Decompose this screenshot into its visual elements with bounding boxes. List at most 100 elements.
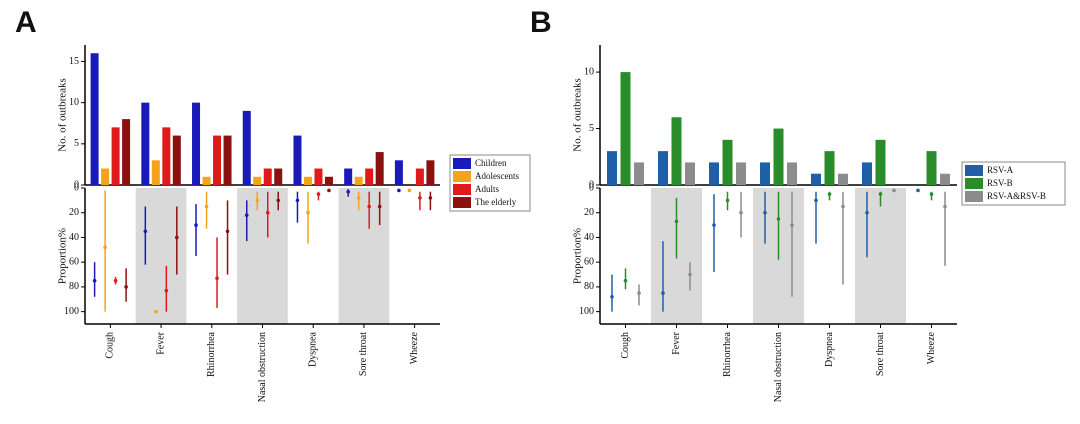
bar bbox=[122, 119, 131, 185]
x-tick-label: Nasal obstruction bbox=[257, 332, 268, 402]
mean-point bbox=[143, 229, 148, 234]
bar bbox=[242, 110, 251, 185]
legend-label: RSV-A bbox=[987, 165, 1014, 175]
mean-point bbox=[814, 198, 818, 203]
legend-swatch bbox=[453, 184, 471, 195]
mean-point bbox=[164, 288, 169, 293]
y-tick-label: 40 bbox=[584, 232, 594, 243]
bar bbox=[671, 117, 682, 185]
bar bbox=[394, 160, 403, 185]
mean-point bbox=[929, 192, 934, 196]
y-tick-label: 15 bbox=[69, 56, 79, 67]
bar bbox=[811, 173, 821, 185]
bar bbox=[838, 173, 848, 185]
y-tick-label: 100 bbox=[579, 306, 594, 317]
y-axis-label: Proportion% bbox=[57, 228, 69, 284]
x-tick-label: Sore throat bbox=[358, 332, 369, 376]
mean-point bbox=[327, 188, 331, 193]
bar bbox=[172, 135, 181, 185]
x-tick-label: Dyspnea bbox=[824, 331, 835, 367]
legend-label: The elderly bbox=[475, 197, 517, 207]
bar bbox=[192, 102, 201, 185]
mean-point bbox=[790, 223, 794, 227]
x-tick-label: Fever bbox=[671, 331, 682, 354]
y-axis-label: Proportion% bbox=[572, 228, 584, 284]
x-tick-label: Nasal obstruction bbox=[773, 332, 784, 402]
y-tick-label: 60 bbox=[69, 256, 79, 267]
mean-point bbox=[346, 189, 350, 194]
bar bbox=[760, 162, 770, 185]
bar bbox=[634, 162, 644, 185]
mean-point bbox=[204, 204, 209, 209]
mean-point bbox=[306, 210, 310, 215]
legend-label: Children bbox=[475, 158, 507, 168]
bar bbox=[202, 176, 211, 185]
mean-point bbox=[776, 217, 781, 221]
y-tick-label: 40 bbox=[69, 232, 79, 243]
legend-swatch bbox=[453, 171, 471, 182]
bar bbox=[787, 162, 797, 185]
bar bbox=[940, 173, 950, 185]
legend-label: Adolescents bbox=[475, 171, 519, 181]
mean-point bbox=[295, 198, 300, 203]
mean-point bbox=[215, 276, 219, 281]
bar bbox=[773, 128, 784, 185]
mean-point bbox=[892, 188, 896, 193]
legend-swatch bbox=[965, 191, 983, 202]
mean-point bbox=[739, 210, 743, 215]
y-tick-label: 10 bbox=[69, 97, 79, 108]
mean-point bbox=[367, 204, 371, 209]
y-tick-label: 5 bbox=[74, 138, 79, 149]
bar bbox=[151, 160, 160, 185]
mean-point bbox=[661, 291, 665, 295]
x-tick-label: Wheeze bbox=[926, 331, 937, 364]
panel-label: B bbox=[530, 6, 552, 39]
y-axis-label: No. of outbreaks bbox=[57, 78, 69, 152]
mean-point bbox=[637, 291, 641, 295]
mean-point bbox=[407, 188, 412, 193]
mean-point bbox=[397, 188, 401, 193]
bar bbox=[736, 162, 746, 185]
mean-point bbox=[92, 278, 97, 283]
bar bbox=[354, 176, 363, 185]
y-tick-label: 0 bbox=[589, 182, 594, 193]
x-tick-label: Cough bbox=[105, 332, 116, 359]
bar bbox=[607, 151, 617, 185]
legend-label: RSV-B bbox=[987, 178, 1013, 188]
y-tick-label: 60 bbox=[584, 256, 594, 267]
y-tick-label: 20 bbox=[69, 207, 79, 218]
x-tick-label: Wheeze bbox=[409, 331, 420, 364]
bar bbox=[293, 135, 302, 185]
mean-point bbox=[356, 196, 361, 200]
legend-swatch bbox=[965, 165, 983, 176]
x-tick-label: Cough bbox=[620, 332, 631, 359]
mean-point bbox=[763, 210, 767, 215]
y-tick-label: 80 bbox=[69, 281, 79, 292]
bar bbox=[141, 102, 150, 185]
bar bbox=[426, 160, 435, 185]
shade-band bbox=[855, 188, 906, 324]
mean-point bbox=[878, 192, 883, 196]
x-tick-label: Rhinorrhea bbox=[722, 331, 733, 377]
bar bbox=[274, 168, 283, 185]
bar bbox=[862, 162, 872, 185]
bar bbox=[213, 135, 222, 185]
y-axis-label: No. of outbreaks bbox=[572, 78, 584, 152]
y-tick-label: 5 bbox=[589, 123, 594, 134]
mean-point bbox=[244, 213, 249, 217]
mean-point bbox=[103, 245, 107, 250]
bar bbox=[324, 176, 333, 185]
mean-point bbox=[265, 210, 270, 215]
bar bbox=[263, 168, 272, 185]
x-tick-label: Fever bbox=[155, 331, 166, 354]
mean-point bbox=[827, 192, 832, 196]
mean-point bbox=[377, 204, 382, 209]
bar bbox=[111, 127, 120, 185]
bar bbox=[253, 176, 262, 185]
y-tick-label: 80 bbox=[584, 281, 594, 292]
mean-point bbox=[113, 278, 118, 283]
y-tick-label: 20 bbox=[584, 207, 594, 218]
bar bbox=[722, 139, 733, 185]
bar bbox=[314, 168, 323, 185]
